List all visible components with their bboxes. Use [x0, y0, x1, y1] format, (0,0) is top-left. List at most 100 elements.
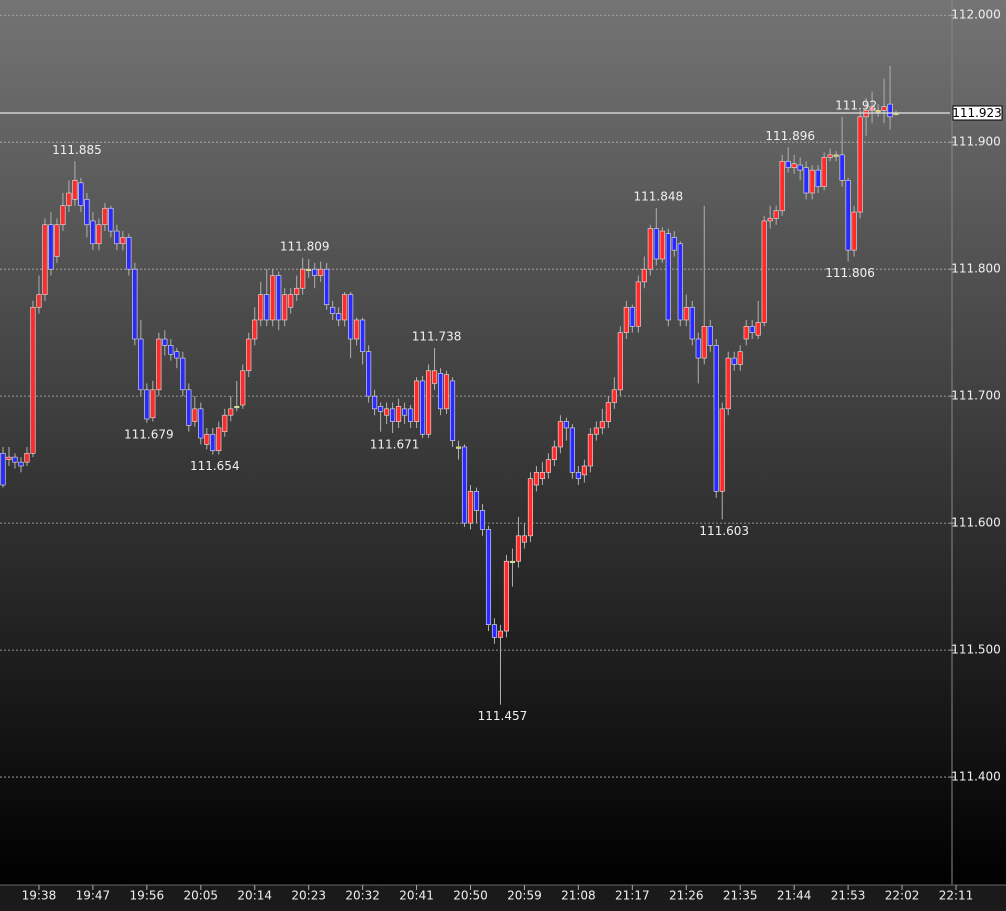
- time-axis-strip: [0, 885, 1006, 911]
- candle-body: [713, 345, 719, 492]
- candle-body: [815, 169, 821, 187]
- x-tick-label: 20:59: [507, 889, 542, 903]
- candle-body: [0, 452, 6, 486]
- candle-body: [485, 529, 492, 626]
- candle-body: [443, 374, 450, 410]
- candle-body: [851, 211, 857, 251]
- candle-body: [575, 472, 581, 479]
- candle-body: [497, 630, 504, 638]
- candle-body: [875, 110, 881, 113]
- candle-body: [60, 205, 66, 226]
- y-tick-label: 112.000: [951, 8, 1001, 22]
- candle-body: [96, 224, 102, 245]
- candle-body: [791, 163, 797, 168]
- x-tick-label: 20:14: [237, 889, 272, 903]
- candle-body: [695, 338, 701, 359]
- candle-body: [857, 116, 863, 213]
- candle-body: [827, 154, 833, 158]
- candle-body: [120, 237, 126, 245]
- candle-body: [48, 224, 54, 270]
- candle-body: [479, 510, 486, 530]
- candle-body: [234, 406, 240, 409]
- price-annotation: 111.738: [412, 329, 462, 343]
- candle-body: [318, 268, 324, 276]
- candle-body: [797, 164, 803, 171]
- candle-body: [731, 357, 737, 365]
- candle-body: [216, 427, 222, 452]
- candle-body: [581, 465, 587, 476]
- candle-body: [420, 380, 426, 435]
- candle-body: [605, 402, 611, 422]
- candle-body: [593, 427, 599, 435]
- candle-body: [557, 421, 563, 448]
- candle-body: [707, 326, 713, 346]
- candle-body: [629, 306, 635, 327]
- candle-body: [324, 268, 330, 306]
- x-tick-label: 21:53: [831, 889, 866, 903]
- y-tick-label: 111.700: [951, 389, 1001, 403]
- candle-body: [839, 154, 845, 181]
- candle-body: [180, 357, 186, 391]
- x-tick-label: 19:47: [76, 889, 111, 903]
- price-annotation: 111.679: [124, 427, 174, 441]
- candle-body: [336, 313, 342, 321]
- candle-body: [210, 433, 216, 452]
- candle-body: [6, 456, 12, 460]
- candle-body: [779, 160, 785, 212]
- candle-body: [683, 306, 689, 321]
- candle-body: [437, 372, 444, 410]
- candle-body: [306, 268, 312, 271]
- candle-body: [300, 268, 306, 289]
- candle-body: [491, 624, 498, 638]
- candle-body: [809, 169, 815, 194]
- candle-body: [641, 268, 647, 283]
- candle-body: [647, 228, 653, 270]
- candle-body: [126, 237, 132, 270]
- candle-body: [803, 167, 809, 194]
- candle-body: [174, 351, 180, 359]
- candle-body: [887, 103, 893, 118]
- candle-body: [426, 370, 432, 435]
- candle-body: [408, 408, 414, 422]
- x-tick-label: 20:05: [183, 889, 218, 903]
- y-tick-label: 111.400: [951, 770, 1001, 784]
- candle-body: [869, 106, 875, 111]
- candle-body: [276, 275, 282, 321]
- candle-body: [396, 406, 402, 422]
- price-annotation: 111.809: [280, 239, 330, 253]
- candle-body: [258, 294, 264, 321]
- candle-body: [473, 491, 480, 511]
- candle-body: [66, 192, 72, 206]
- candle-body: [84, 199, 90, 226]
- candle-body: [701, 326, 707, 359]
- candle-body: [521, 535, 527, 543]
- candle-body: [635, 281, 641, 327]
- candle-body: [402, 408, 408, 416]
- candle-body: [330, 306, 336, 314]
- candle-body: [755, 322, 761, 336]
- candle-body: [372, 395, 378, 410]
- candle-body: [162, 338, 168, 346]
- candle-body: [623, 306, 629, 333]
- candle-body: [677, 243, 683, 321]
- candle-body: [773, 210, 779, 219]
- candle-body: [348, 294, 354, 340]
- last-price-box: [952, 105, 1003, 121]
- candle-body: [54, 224, 60, 257]
- candle-body: [467, 491, 474, 524]
- candle-body: [198, 408, 204, 439]
- candle-body: [354, 319, 360, 340]
- candle-body: [144, 389, 150, 420]
- candle-body: [863, 110, 869, 118]
- candle-body: [527, 478, 533, 537]
- candle-body: [108, 207, 114, 232]
- candle-body: [222, 414, 228, 433]
- candle-body: [749, 326, 755, 333]
- candle-body: [12, 456, 18, 463]
- candle-body: [539, 472, 545, 479]
- candle-body: [503, 560, 510, 632]
- price-annotation: 111.457: [478, 709, 528, 723]
- candle-body: [671, 237, 677, 251]
- candle-body: [719, 408, 725, 492]
- candle-body: [551, 446, 557, 460]
